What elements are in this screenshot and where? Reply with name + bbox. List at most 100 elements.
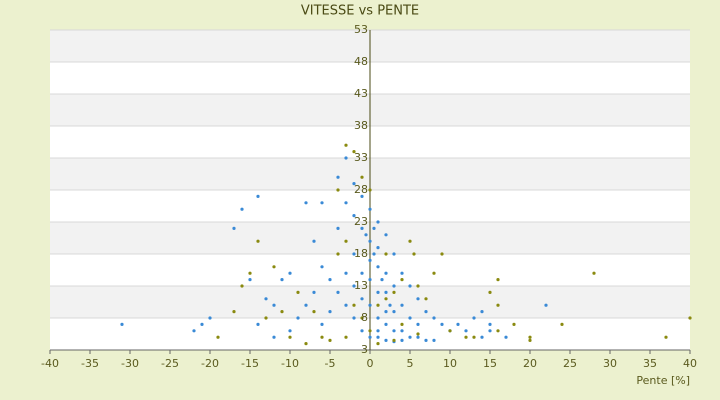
point [392,290,396,294]
y-tick-label: 3 [361,343,368,356]
point [376,303,380,307]
point [416,335,420,339]
point [320,265,324,269]
point [392,310,396,314]
point [384,338,388,342]
point [192,329,196,333]
point [472,316,476,320]
point [344,303,348,307]
point [416,332,420,336]
point [288,335,292,339]
point [380,278,384,282]
point [200,322,204,326]
point [400,278,404,282]
y-tick-label: 28 [354,183,368,196]
point [320,335,324,339]
point [408,316,412,320]
point [256,239,260,243]
point [504,335,508,339]
point [360,175,364,179]
point [336,188,340,192]
point [304,342,308,346]
point [400,329,404,333]
x-tick-label: -20 [201,357,219,370]
point [368,303,372,307]
point [344,271,348,275]
point [384,271,388,275]
point [280,278,284,282]
point [256,194,260,198]
point [312,290,316,294]
point [368,258,372,262]
point [392,338,396,342]
y-tick-label: 33 [354,151,368,164]
point [336,252,340,256]
point [368,335,372,339]
point [360,194,364,198]
point [376,246,380,250]
point [592,271,596,275]
x-tick-label: -40 [41,357,59,370]
point [352,182,356,186]
point [424,338,428,342]
x-tick-label: 0 [367,357,374,370]
point [288,329,292,333]
point [496,329,500,333]
point [464,335,468,339]
point [312,310,316,314]
x-tick-label: 25 [563,357,577,370]
point [416,297,420,301]
x-tick-label: 5 [407,357,414,370]
x-axis-label: Pente [%] [636,374,690,387]
point [296,290,300,294]
point [400,322,404,326]
point [344,201,348,205]
point [272,303,276,307]
y-tick-label: 53 [354,23,368,36]
point [256,322,260,326]
point [232,226,236,230]
point [480,335,484,339]
y-tick-label: 23 [354,215,368,228]
point [488,329,492,333]
point [488,290,492,294]
point [528,338,532,342]
x-tick-label: 30 [603,357,617,370]
x-tick-label: 15 [483,357,497,370]
point [408,335,412,339]
grid [49,29,691,354]
point [376,335,380,339]
point [312,239,316,243]
x-tick-label: -25 [161,357,179,370]
point [384,297,388,301]
point [376,265,380,269]
y-tick-label: 13 [354,279,368,292]
point [496,278,500,282]
point [388,303,392,307]
point [360,329,364,333]
point [344,239,348,243]
point [344,143,348,147]
x-tick-label: 35 [643,357,657,370]
point [352,316,356,320]
point [368,278,372,282]
point [304,201,308,205]
x-tick-label: 40 [683,357,697,370]
point [328,338,332,342]
point [432,338,436,342]
point [376,329,380,333]
point [344,335,348,339]
y-tick-label: 38 [354,119,368,132]
point [408,284,412,288]
point [416,284,420,288]
point [352,284,356,288]
x-tick-label: -15 [241,357,259,370]
point [360,271,364,275]
point [372,252,376,256]
point [240,207,244,211]
point [472,335,476,339]
point [360,316,364,320]
y-tick-label: 43 [354,87,368,100]
point [360,297,364,301]
